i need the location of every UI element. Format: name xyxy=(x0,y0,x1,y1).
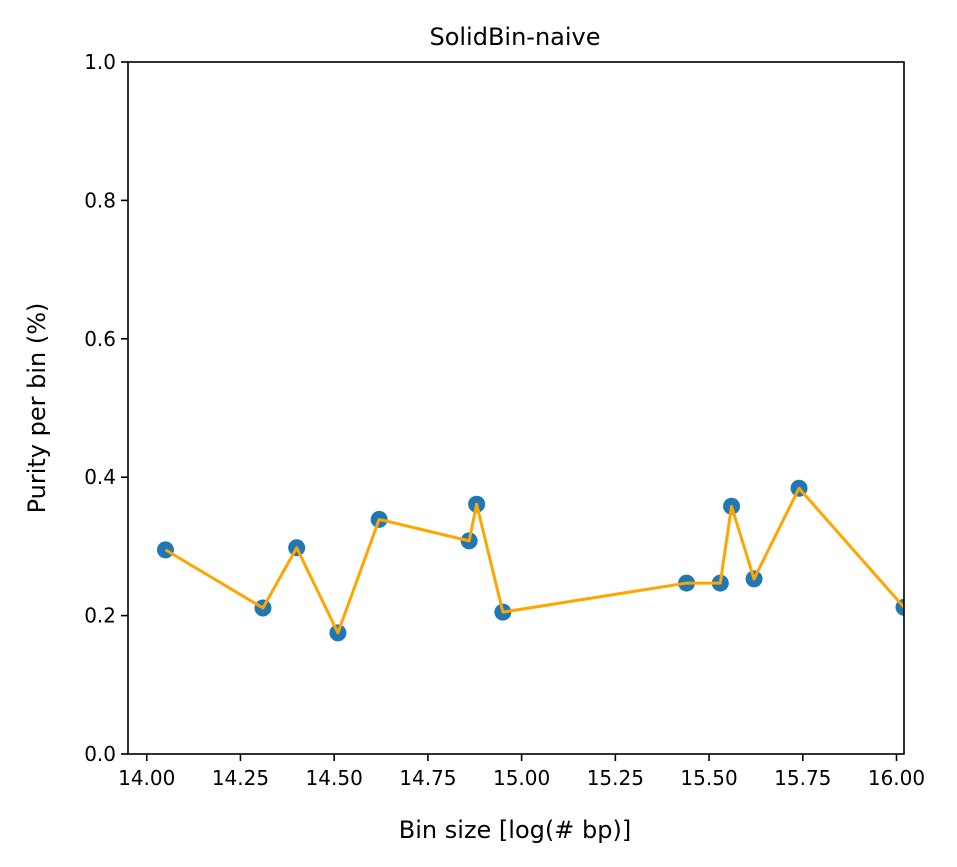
y-tick-label: 0.4 xyxy=(84,465,116,489)
x-tick-label: 14.75 xyxy=(399,766,456,790)
y-axis-label: Purity per bin (%) xyxy=(23,303,51,514)
series-line xyxy=(164,486,904,635)
x-tick-label: 14.25 xyxy=(212,766,269,790)
x-tick-label: 15.75 xyxy=(774,766,831,790)
y-tick-label: 0.6 xyxy=(84,327,116,351)
x-axis: 14.00 14.25 14.50 14.75 15.00 15.25 15.50 15.75… xyxy=(118,754,925,790)
plot-area xyxy=(156,479,904,642)
x-tick-label: 15.50 xyxy=(680,766,737,790)
y-tick-label: 1.0 xyxy=(84,50,116,74)
x-axis-label: Bin size [log(# bp)] xyxy=(399,816,631,844)
y-tick-label: 0.2 xyxy=(84,604,116,628)
x-tick-label: 15.25 xyxy=(587,766,644,790)
chart-title: SolidBin-naive xyxy=(429,23,600,51)
y-tick-label: 0.0 xyxy=(84,742,116,766)
x-tick-label: 15.00 xyxy=(493,766,550,790)
x-tick-label: 14.50 xyxy=(306,766,363,790)
plot-frame xyxy=(127,61,905,755)
x-tick-label: 14.00 xyxy=(118,766,175,790)
y-axis: 0.0 0.2 0.4 0.6 0.8 1.0 xyxy=(84,50,128,766)
y-tick-label: 0.8 xyxy=(84,188,116,212)
x-tick-label: 16.00 xyxy=(868,766,925,790)
